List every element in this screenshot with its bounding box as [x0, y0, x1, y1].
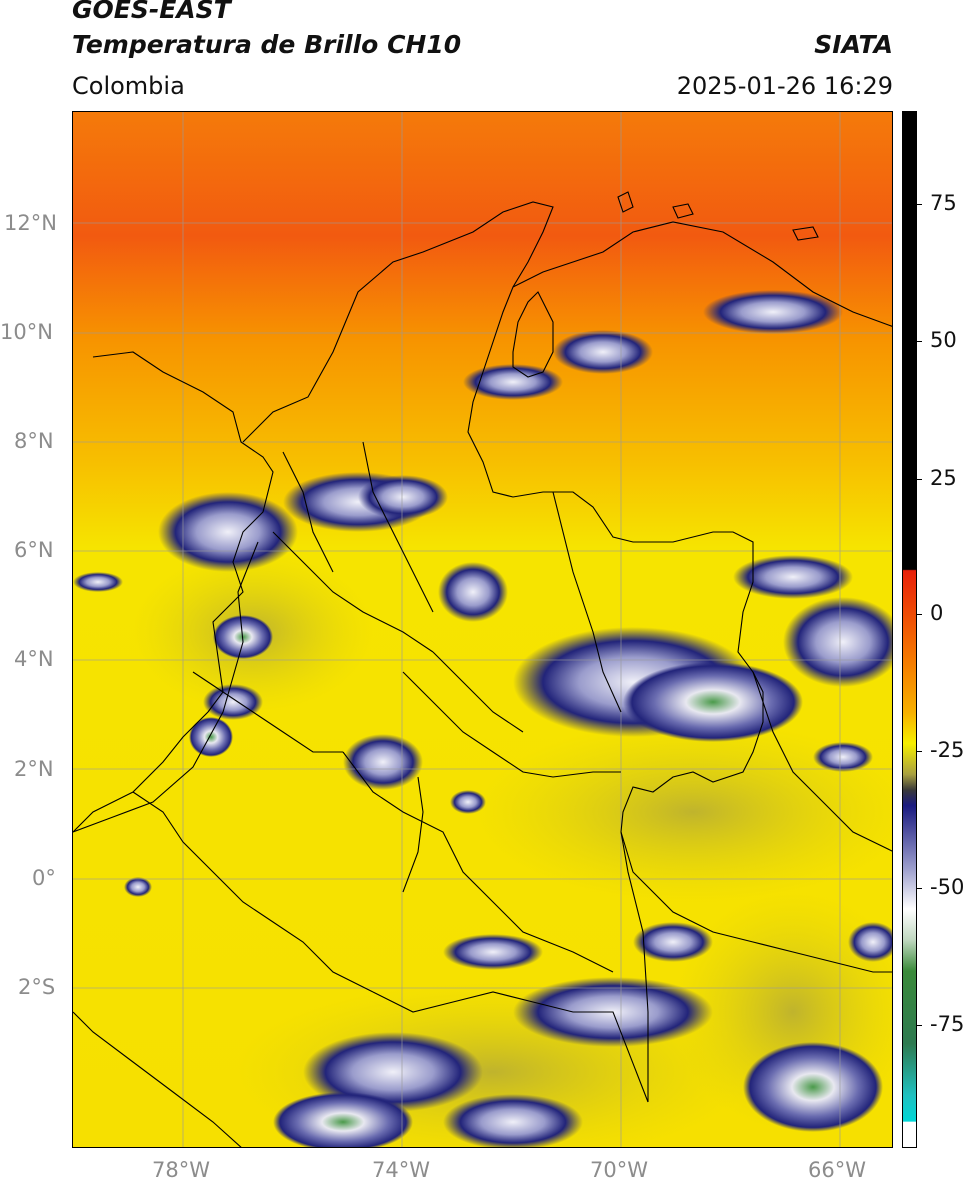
region-label: Colombia: [72, 72, 185, 100]
interior-border-a: [402, 671, 621, 778]
datetime-label: 2025-01-26 16:29: [676, 72, 893, 100]
caribbean-coast: [242, 201, 764, 1102]
lat-label: 6°N: [14, 538, 54, 562]
map-image: [73, 112, 892, 1147]
ecuador-border: [132, 791, 374, 993]
brazil-border: [620, 831, 892, 973]
colorbar-tick: [917, 204, 922, 205]
colorbar-label: 0: [930, 601, 944, 625]
interior-border-c: [342, 751, 614, 973]
colorbar-tick: [917, 614, 922, 615]
interior-border-h: [282, 451, 334, 573]
peru-coast: [73, 1011, 242, 1147]
lat-label: 12°N: [4, 211, 57, 235]
graticule: [73, 112, 892, 1147]
colorbar-label: -75: [930, 1012, 965, 1036]
venezuela-coast: [512, 221, 892, 327]
island-2: [672, 203, 694, 219]
lat-label: 10°N: [0, 320, 53, 344]
lon-label: 66°W: [808, 1158, 866, 1182]
agency-label: SIATA: [814, 30, 893, 59]
colorbar-tick: [917, 341, 922, 342]
lat-label: 4°N: [14, 647, 54, 671]
lon-label: 78°W: [152, 1158, 210, 1182]
lon-label: 74°W: [372, 1158, 430, 1182]
island-1: [617, 191, 634, 213]
colorbar-label: 50: [930, 328, 957, 352]
temperature-colorbar: [902, 111, 917, 1148]
colorbar-label: -50: [930, 875, 965, 899]
colorbar-label: 25: [930, 466, 957, 490]
colorbar-label: -25: [930, 738, 965, 762]
pacific-coast: [73, 541, 259, 833]
colorbar-tick: [917, 751, 922, 752]
product-title: Temperatura de Brillo CH10: [72, 30, 462, 59]
satellite-title: GOES-EAST: [72, 0, 231, 24]
borders: [73, 191, 892, 1147]
colorbar-label: 75: [930, 191, 957, 215]
interior-border-f: [552, 491, 622, 713]
lat-label: 2°S: [18, 975, 56, 999]
brightness-temperature-map: [72, 111, 893, 1148]
island-3: [792, 226, 819, 241]
lat-label: 0°: [32, 866, 56, 890]
lon-label: 70°W: [590, 1158, 648, 1182]
interior-border-b: [272, 531, 434, 653]
venezuela-brazil: [752, 671, 892, 852]
colorbar-tick: [917, 1025, 922, 1026]
interior-border-i: [432, 651, 524, 733]
colorbar-tick: [917, 888, 922, 889]
interior-border-g: [362, 441, 434, 613]
lat-label: 8°N: [14, 429, 54, 453]
maracaibo: [512, 291, 554, 378]
interior-border-d: [192, 671, 343, 753]
colombia-border: [73, 351, 274, 833]
cloud-clusters: [73, 290, 892, 1147]
colorbar-tick: [917, 479, 922, 480]
interior-border-e: [402, 776, 424, 893]
lat-label: 2°N: [14, 757, 54, 781]
peru-border: [372, 991, 649, 1103]
